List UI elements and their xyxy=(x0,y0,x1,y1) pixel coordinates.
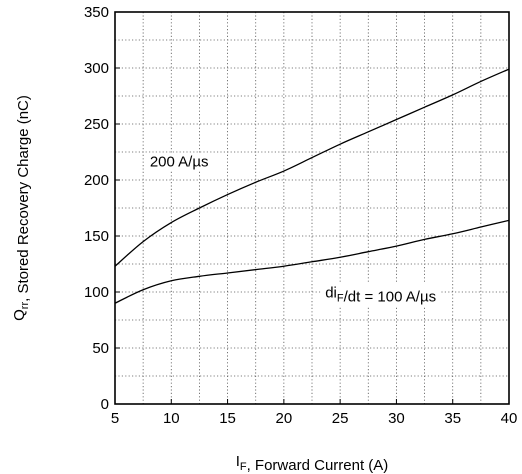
y-tick-label: 100 xyxy=(84,284,109,301)
annotation-100: diF/dt = 100 A/µs xyxy=(325,284,436,305)
x-tick-label: 15 xyxy=(219,410,236,427)
y-tick-label: 0 xyxy=(101,396,109,413)
x-tick-label: 25 xyxy=(332,410,349,427)
x-tick-label: 40 xyxy=(501,410,518,427)
y-axis-title: Qrr, Stored Recovery Charge (nC) xyxy=(11,95,32,321)
y-tick-label: 150 xyxy=(84,228,109,245)
x-tick-label: 10 xyxy=(163,410,180,427)
series-line-0 xyxy=(114,68,510,267)
x-tick-label: 5 xyxy=(111,410,119,427)
annotation-background xyxy=(144,152,214,172)
labels-group: IF, Forward Current (A) Qrr, Stored Reco… xyxy=(11,95,442,474)
y-tick-label: 300 xyxy=(84,60,109,77)
grid xyxy=(115,12,509,404)
y-tick-label: 350 xyxy=(84,4,109,21)
axis-ticks: 5 10 15 20 25 30 35 40 0 50 100 150 200 250 300 350 xyxy=(84,4,517,427)
series-line-1 xyxy=(114,219,510,304)
x-tick-label: 35 xyxy=(444,410,461,427)
y-tick-label: 200 xyxy=(84,172,109,189)
annotation-200: 200 A/µs xyxy=(150,153,209,170)
x-tick-label: 20 xyxy=(276,410,293,427)
annotation-background xyxy=(320,283,442,307)
x-tick-label: 30 xyxy=(388,410,405,427)
y-tick-label: 250 xyxy=(84,116,109,133)
series-group xyxy=(114,68,510,304)
plot-frame xyxy=(114,11,510,405)
x-axis-title: IF, Forward Current (A) xyxy=(236,453,389,474)
y-tick-label: 50 xyxy=(92,340,109,357)
